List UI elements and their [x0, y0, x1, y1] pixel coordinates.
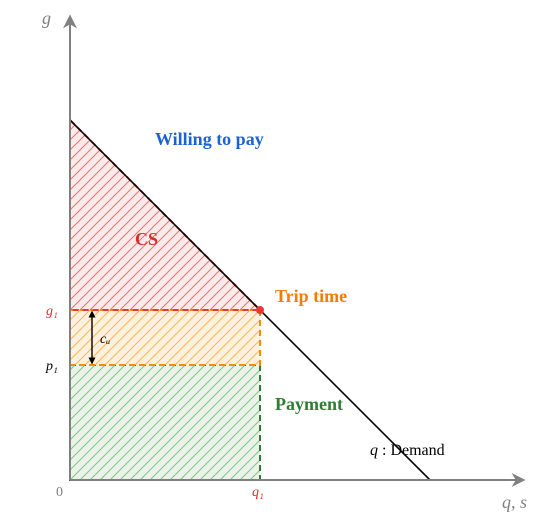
- kink-point: [256, 306, 264, 314]
- x-axis-label: q, s: [502, 492, 527, 512]
- origin-label: 0: [56, 485, 63, 500]
- payment-region: [70, 365, 260, 480]
- economics-diagram: g q, s 0 g₁ p₁ q₁ Willing to pay CS Trip…: [0, 0, 551, 531]
- label-cs: CS: [135, 229, 158, 249]
- y-axis-label: g: [42, 8, 51, 28]
- tick-q1: q₁: [252, 485, 264, 500]
- tick-g1: g₁: [46, 304, 58, 319]
- label-cu: cᵤ: [100, 332, 110, 347]
- tick-p1: p₁: [45, 359, 58, 374]
- label-demand: q : Demand: [370, 442, 445, 459]
- triptime-region: [70, 310, 260, 365]
- label-willing-to-pay: Willing to pay: [155, 129, 264, 149]
- label-triptime: Trip time: [275, 286, 347, 306]
- label-payment: Payment: [275, 394, 343, 414]
